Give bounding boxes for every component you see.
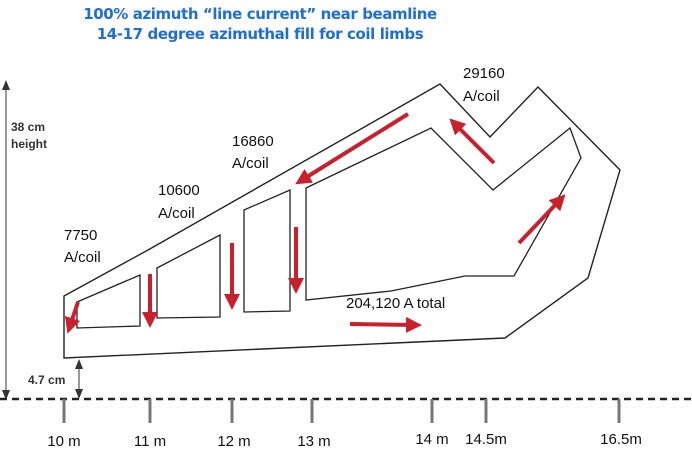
height-dimension — [2, 80, 10, 400]
coil-2-current: 10600 — [158, 182, 200, 199]
height-label-line-2: height — [11, 137, 47, 151]
tick-label-16-5m: 16.5m — [600, 431, 642, 448]
tick-label-10m: 10 m — [47, 433, 80, 450]
total-current-label: 204,120 A total — [346, 295, 445, 312]
tick-label-11m: 11 m — [134, 433, 166, 450]
coil-2-unit: A/coil — [158, 205, 195, 222]
coil-3-current: 16860 — [232, 133, 274, 150]
tick-label-12m: 12 m — [217, 433, 250, 450]
offset-dimension — [75, 359, 83, 399]
tick-label-14-5m: 14.5m — [465, 431, 507, 448]
coil-1-current: 7750 — [64, 227, 97, 244]
title-line-2: 14-17 degree azimuthal fill for coil lim… — [96, 25, 424, 43]
coil-4-current: 29160 — [463, 65, 505, 82]
height-label-line-1: 38 cm — [11, 120, 45, 134]
coil-limb-3 — [243, 189, 291, 313]
coil-4-unit: A/coil — [463, 88, 500, 105]
coil-3-unit: A/coil — [232, 155, 269, 172]
coil-1-unit: A/coil — [64, 249, 101, 266]
current-arrows — [64, 112, 566, 334]
tick-label-13m: 13 m — [297, 433, 330, 450]
tick-label-14m: 14 m — [415, 431, 448, 448]
axis-ticks — [62, 399, 621, 423]
coil-limb-2 — [156, 233, 221, 319]
offset-label: 4.7 cm — [28, 373, 65, 387]
outer-coil-outline — [63, 83, 621, 359]
title-line-1: 100% azimuth “line current” near beamlin… — [83, 5, 437, 23]
coil-limb-4 — [305, 126, 582, 301]
